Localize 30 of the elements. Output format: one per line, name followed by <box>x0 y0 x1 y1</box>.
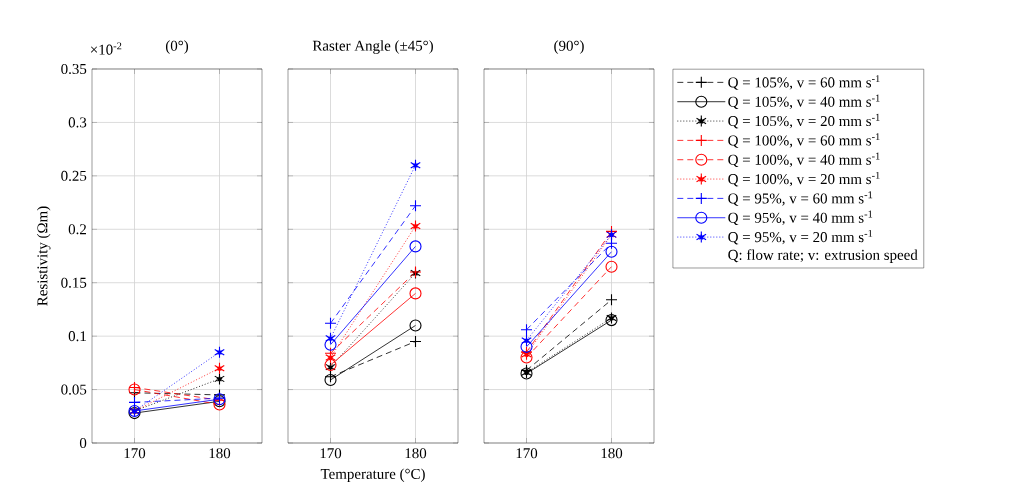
x-tick-label: 170 <box>516 448 538 459</box>
text: ×10$^{-2}$ <box>90 42 122 55</box>
y-tick-label: 0 <box>79 437 87 449</box>
y-tick-label: 0.05 <box>61 384 87 395</box>
legend-label: Q = 95%, v = 20 mm s$^{-1}$ <box>728 229 873 245</box>
legend-label: Q = 100%, v = 60 mm s$^{-1}$ <box>728 133 880 148</box>
y-tick-label: 0.2 <box>68 224 86 235</box>
y-tick-label: 0.15 <box>61 277 87 288</box>
x-tick-label: 170 <box>124 448 146 459</box>
y-tick-label: 0.3 <box>68 117 87 128</box>
chart-title: Raster Angle (±45°) <box>312 40 433 54</box>
legend-label: Q = 105%, v = 20 mm s$^{-1}$ <box>728 113 880 129</box>
y-tick-label: 0.35 <box>61 63 87 75</box>
text: Q: flow rate; v: extrusion speed <box>728 249 918 263</box>
chart-title: (90°) <box>554 40 584 54</box>
legend-label: Q = 105%, v = 60 mm s$^{-1}$ <box>728 75 880 90</box>
legend-label: Q = 105%, v = 40 mm s$^{-1}$ <box>728 94 880 110</box>
chart-title: (0°) <box>165 40 189 54</box>
x-tick-label: 170 <box>320 448 342 459</box>
x-tick-label: 180 <box>601 448 623 459</box>
y-tick-label: 0.25 <box>61 170 87 181</box>
legend-label: Q = 100%, v = 40 mm s$^{-1}$ <box>728 152 880 168</box>
legend-label: Q = 100%, v = 20 mm s$^{-1}$ <box>728 171 880 187</box>
legend-label: Q = 95%, v = 40 mm s$^{-1}$ <box>728 210 873 226</box>
y-axis-title: Resistivity (Ωm) <box>36 206 51 306</box>
x-axis-title: Temperature (°C) <box>320 468 425 482</box>
x-tick-label: 180 <box>209 448 231 459</box>
legend-label: Q = 95%, v = 60 mm s$^{-1}$ <box>728 191 873 206</box>
y-tick-label: 0.1 <box>68 331 86 342</box>
x-tick-label: 180 <box>405 448 427 459</box>
